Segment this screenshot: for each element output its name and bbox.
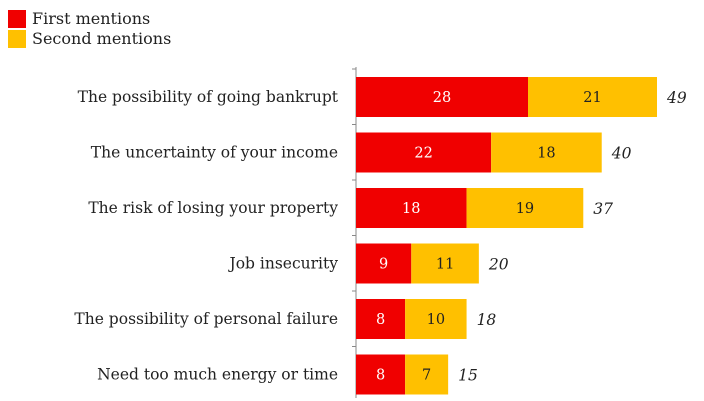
bar-second-mentions <box>466 188 584 228</box>
bars-group: The possibility of going bankrupt 28 21 49 T… <box>74 77 687 395</box>
data-label-second: 19 <box>516 201 534 217</box>
category-label: Need too much energy or time <box>97 366 338 384</box>
bar-first-mentions <box>356 132 492 173</box>
data-label-first: 9 <box>379 257 388 273</box>
bar-second-mentions <box>405 354 449 395</box>
legend-label-first: First mentions <box>32 9 150 28</box>
total-label: 49 <box>666 89 687 107</box>
total-label: 37 <box>593 200 613 218</box>
bar-second-mentions <box>528 77 657 117</box>
bar-second-mentions <box>405 299 467 339</box>
data-label-second: 11 <box>436 257 454 273</box>
category-label: The uncertainty of your income <box>91 144 338 162</box>
data-label-second: 7 <box>422 368 431 384</box>
data-label-first: 22 <box>414 146 432 162</box>
legend-swatch-first <box>8 10 26 28</box>
bar-second-mentions <box>491 132 602 173</box>
category-label: The possibility of going bankrupt <box>78 88 339 106</box>
total-label: 20 <box>488 256 509 274</box>
bar-second-mentions <box>411 243 479 284</box>
data-label-first: 8 <box>376 312 385 328</box>
data-label-first: 8 <box>376 368 385 384</box>
bar-first-mentions <box>356 243 412 284</box>
data-label-second: 10 <box>427 312 445 328</box>
legend-swatch-second <box>8 30 26 48</box>
legend-label-second: Second mentions <box>32 29 171 48</box>
total-label: 40 <box>611 145 632 163</box>
bar-first-mentions <box>356 77 528 117</box>
category-label: The risk of losing your property <box>88 199 338 217</box>
category-label: The possibility of personal failure <box>74 310 338 328</box>
category-axis <box>352 67 357 398</box>
total-label: 18 <box>477 311 497 329</box>
bar-first-mentions <box>356 188 467 228</box>
bar-first-mentions <box>356 299 406 339</box>
data-label-second: 18 <box>537 146 555 162</box>
data-label-second: 21 <box>583 90 601 106</box>
data-label-first: 28 <box>433 90 451 106</box>
data-label-first: 18 <box>402 201 420 217</box>
total-label: 15 <box>458 367 478 385</box>
category-label: Job insecurity <box>228 255 339 273</box>
bar-first-mentions <box>356 354 406 395</box>
